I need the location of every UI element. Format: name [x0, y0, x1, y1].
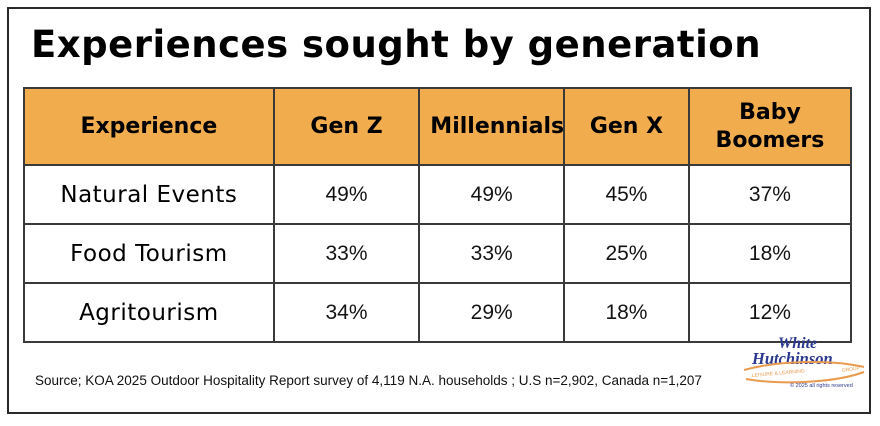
row-label-natural-events: Natural Events: [23, 164, 275, 225]
column-header-experience: Experience: [23, 87, 275, 166]
logo-line1: White: [778, 335, 817, 352]
value-cell: 25%: [563, 223, 690, 284]
value-cell: 29%: [418, 282, 566, 343]
column-header-baby-boomers: Baby Boomers: [687, 87, 853, 166]
logo-copyright: © 2025 all rights reserved: [790, 382, 853, 389]
white-hutchinson-logo: White Hutchinson LEISURE & LEARNING GROU…: [743, 335, 865, 389]
table-row: Food Tourism 33% 33% 25% 18%: [23, 223, 853, 284]
logo-line2: Hutchinson: [751, 349, 833, 368]
source-note: Source; KOA 2025 Outdoor Hospitality Rep…: [35, 373, 702, 388]
slide-frame: Experiences sought by generation Experie…: [7, 7, 871, 414]
column-header-gen-z: Gen Z: [272, 87, 421, 166]
value-cell: 49%: [272, 164, 421, 225]
value-cell: 33%: [418, 223, 566, 284]
value-cell: 33%: [272, 223, 421, 284]
logo-tagline-left: LEISURE & LEARNING: [752, 368, 806, 379]
value-cell: 45%: [563, 164, 690, 225]
logo-swoosh-top: [743, 360, 865, 371]
generation-table: Experience Gen Z Millennials Gen X Baby …: [23, 87, 853, 343]
column-header-millennials: Millennials: [418, 87, 566, 166]
page-title: Experiences sought by generation: [31, 23, 762, 66]
logo-swoosh-bottom: [745, 371, 865, 384]
value-cell: 12%: [687, 282, 853, 343]
row-label-food-tourism: Food Tourism: [23, 223, 275, 284]
value-cell: 37%: [687, 164, 853, 225]
value-cell: 34%: [272, 282, 421, 343]
table-row: Agritourism 34% 29% 18% 12%: [23, 282, 853, 343]
value-cell: 18%: [563, 282, 690, 343]
table-header-row: Experience Gen Z Millennials Gen X Baby …: [23, 87, 853, 166]
value-cell: 18%: [687, 223, 853, 284]
logo-tagline-right: GROUP: [841, 365, 861, 374]
table-row: Natural Events 49% 49% 45% 37%: [23, 164, 853, 225]
value-cell: 49%: [418, 164, 566, 225]
column-header-gen-x: Gen X: [563, 87, 690, 166]
row-label-agritourism: Agritourism: [23, 282, 275, 343]
